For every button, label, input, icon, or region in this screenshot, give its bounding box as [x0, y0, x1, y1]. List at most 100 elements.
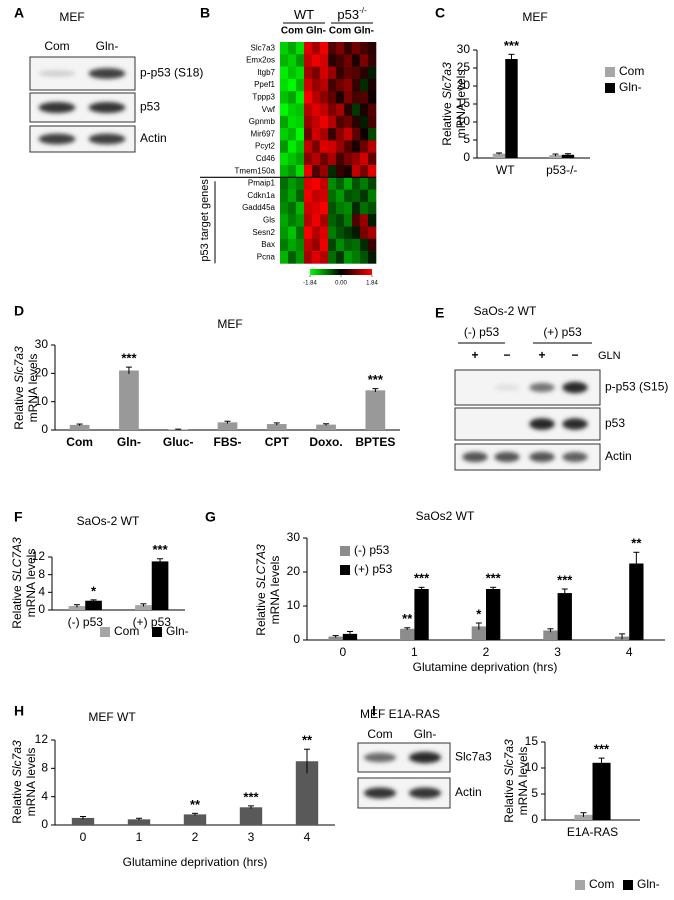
heatmap-cell — [280, 152, 289, 166]
heatmap-cell — [312, 128, 321, 141]
heatmap-cell — [280, 78, 289, 92]
significance: *** — [504, 38, 520, 53]
heatmap-cell — [336, 201, 345, 215]
heatmap-cell — [320, 201, 329, 215]
heatmap-cell — [360, 42, 369, 55]
band-label: Actin — [140, 131, 167, 145]
heatmap-cell — [328, 226, 337, 240]
row-label: Itgb7 — [257, 68, 275, 77]
band-label: Actin — [455, 785, 482, 799]
row-label: Tmem150a — [235, 166, 276, 175]
heatmap-cell — [280, 214, 289, 227]
significance: *** — [557, 572, 573, 587]
heatmap-cell — [304, 78, 313, 92]
heatmap-cell — [312, 201, 321, 215]
heatmap-cell — [352, 91, 361, 104]
heatmap-cell — [352, 251, 361, 264]
heatmap-cell — [328, 128, 337, 141]
y-tick-label: 10 — [525, 760, 539, 774]
bar — [239, 807, 263, 825]
bar — [119, 370, 139, 430]
heatmap-cell — [280, 91, 289, 104]
heatmap-cell — [296, 152, 305, 166]
x-tick-label: 3 — [248, 830, 255, 844]
heatmap-cell — [336, 66, 345, 80]
heatmap-cell — [312, 177, 321, 190]
blot-band — [88, 101, 126, 114]
y-tick-label: 0 — [293, 632, 300, 646]
error-bar — [404, 627, 411, 630]
significance: ** — [302, 733, 313, 748]
heatmap-cell — [368, 214, 377, 227]
heatmap-cell — [352, 165, 361, 178]
blot-band — [88, 133, 126, 145]
y-axis-label: Relative SLC7A3mRNA levels — [10, 537, 38, 629]
heatmap-cell — [328, 189, 337, 203]
y-label-text: Relative — [10, 777, 24, 824]
lane-label: + — [538, 348, 545, 362]
heatmap-cell — [320, 66, 329, 80]
error-bar — [598, 757, 605, 768]
error-bar — [125, 366, 132, 374]
panel-label: G — [205, 509, 216, 525]
x-tick-label: Gln- — [117, 435, 141, 449]
heatmap-cell — [352, 54, 361, 67]
error-bar — [547, 628, 554, 633]
heatmap-cell — [280, 165, 289, 178]
legend-label: Com — [619, 64, 644, 78]
bar — [127, 819, 151, 825]
band-label: p-p53 (S15) — [605, 380, 668, 394]
heatmap-cell — [360, 238, 369, 252]
heatmap-cell — [320, 189, 329, 203]
group-label: p53-/- — [337, 6, 367, 22]
bar — [151, 561, 169, 610]
lane-label: Com — [367, 727, 392, 741]
error-bar — [323, 423, 330, 426]
chart-title: MEF — [522, 10, 547, 24]
y-label-line2: mRNA levels — [26, 354, 40, 423]
heatmap-cell — [288, 226, 297, 240]
significance: *** — [243, 789, 259, 804]
heatmap-cell — [320, 177, 329, 190]
lane-label: − — [503, 348, 510, 362]
bar — [561, 154, 575, 158]
column-label: Com — [329, 26, 351, 37]
row-label: Gpnmb — [249, 117, 276, 126]
heatmap-cell — [360, 54, 369, 67]
heatmap-cell — [312, 140, 321, 153]
heatmap-cell — [320, 226, 329, 240]
heatmap-cell — [296, 128, 305, 141]
heatmap-cell — [344, 91, 353, 104]
heatmap-cell — [280, 54, 289, 67]
blot-band — [494, 451, 520, 463]
heatmap-cell — [368, 115, 377, 129]
y-axis-label: Relative SLC7A3mRNA levels — [254, 544, 282, 636]
heatmap-cell — [304, 103, 313, 117]
panel-label: C — [435, 5, 445, 21]
y-axis-label: Relative Slc7a3mRNA levels — [502, 739, 530, 823]
legend-swatch — [605, 83, 615, 93]
bar — [135, 605, 152, 610]
heatmap-cell — [336, 214, 345, 227]
x-tick-label: 2 — [483, 645, 490, 659]
heatmap-cell — [288, 165, 297, 178]
heatmap-cell — [288, 152, 297, 166]
heatmap-cell — [336, 238, 345, 252]
heatmap-cell — [368, 152, 377, 166]
error-bar — [490, 586, 497, 591]
y-label-line2: mRNA levels — [454, 70, 468, 139]
heatmap-cell — [352, 214, 361, 227]
bar — [365, 390, 386, 430]
y-tick-label: 12 — [32, 549, 46, 563]
heatmap-cell — [280, 238, 289, 252]
x-tick-label: (-) p53 — [68, 615, 104, 629]
heatmap-cell — [304, 152, 313, 166]
heatmap-cell — [328, 42, 337, 55]
heatmap-cell — [296, 66, 305, 80]
heatmap-cell — [296, 140, 305, 153]
y-axis-label: Relative Slc7a3mRNA levels — [12, 346, 40, 430]
x-tick-label: Gluc- — [163, 435, 194, 449]
heatmap-cell — [296, 214, 305, 227]
panel-label: D — [14, 303, 24, 319]
y-tick-label: 0 — [463, 150, 470, 164]
